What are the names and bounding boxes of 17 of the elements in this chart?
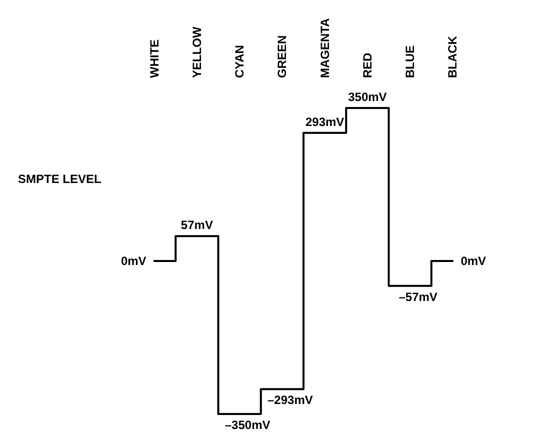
x-tick-label: BLUE [403, 45, 418, 78]
data-label: 350mV [348, 90, 387, 104]
data-label: 57mV [180, 218, 213, 232]
x-tick-label: YELLOW [190, 26, 204, 78]
data-label: 0mV [460, 254, 486, 268]
data-label: 0mV [120, 254, 146, 268]
data-label: 293mV [305, 114, 344, 129]
x-tick-label: CYAN [232, 45, 247, 78]
x-tick-label: RED [360, 52, 374, 78]
x-tick-label: BLACK [446, 36, 460, 78]
data-label: –350mV [224, 418, 270, 432]
x-tick-label: WHITE [147, 39, 162, 78]
x-tick-label: GREEN [275, 35, 290, 78]
data-label: –293mV [268, 393, 313, 408]
x-tick-label: MAGENTA [318, 18, 332, 78]
text: SMPTE LEVEL [18, 172, 102, 186]
data-label: –57mV [398, 290, 438, 304]
